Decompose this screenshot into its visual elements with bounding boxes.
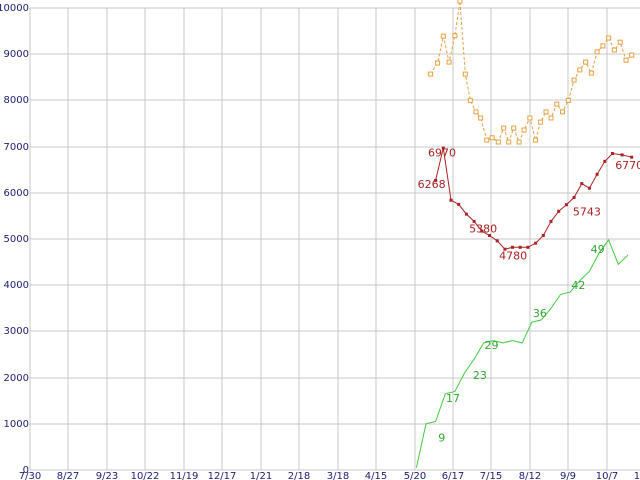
- svg-text:8/12: 8/12: [519, 471, 541, 480]
- value-label: 17: [446, 392, 460, 405]
- svg-text:4/15: 4/15: [365, 471, 387, 480]
- value-label: 9: [438, 431, 445, 444]
- value-label: 6268: [418, 178, 446, 191]
- svg-text:7000: 7000: [4, 142, 29, 153]
- value-label: 23: [473, 369, 487, 382]
- series-lower-count-series: [415, 238, 629, 468]
- series-middle-labeled-series: [434, 146, 634, 251]
- value-label: 36: [533, 307, 547, 320]
- svg-text:8000: 8000: [4, 95, 29, 106]
- svg-text:3/18: 3/18: [327, 471, 349, 480]
- svg-text:11/19: 11/19: [170, 471, 199, 480]
- series-upper-dashed-series: [428, 0, 635, 145]
- value-label: 5380: [469, 223, 497, 236]
- svg-text:2/18: 2/18: [288, 471, 310, 480]
- value-label: 49: [591, 243, 605, 256]
- svg-text:10/7: 10/7: [596, 471, 618, 480]
- svg-text:10000: 10000: [0, 3, 29, 14]
- svg-text:2000: 2000: [4, 373, 29, 384]
- svg-text:9/9: 9/9: [560, 471, 576, 480]
- svg-text:7/15: 7/15: [480, 471, 502, 480]
- svg-text:6000: 6000: [4, 188, 29, 199]
- svg-text:6/17: 6/17: [442, 471, 464, 480]
- svg-text:7/30: 7/30: [19, 471, 41, 480]
- svg-text:5000: 5000: [4, 234, 29, 245]
- svg-text:0: 0: [23, 465, 29, 476]
- svg-text:12/17: 12/17: [208, 471, 237, 480]
- value-label: 5743: [573, 205, 601, 218]
- value-label: 42: [571, 279, 585, 292]
- svg-text:4000: 4000: [4, 280, 29, 291]
- svg-text:1000: 1000: [4, 419, 29, 430]
- svg-text:9/23: 9/23: [96, 471, 118, 480]
- y-axis-labels: 0 1000 2000 3000 4000 5000 6000 7000 8000 9000 100…: [0, 3, 29, 476]
- value-label: 4780: [499, 249, 527, 262]
- svg-text:1/21: 1/21: [250, 471, 272, 480]
- svg-text:11/4: 11/4: [634, 471, 640, 480]
- svg-text:5/20: 5/20: [404, 471, 426, 480]
- value-label: 6770: [615, 159, 640, 172]
- svg-text:10/22: 10/22: [131, 471, 160, 480]
- value-label: 29: [485, 339, 499, 352]
- gridlines: [29, 7, 640, 471]
- x-axis-labels: 7/30 8/27 9/23 10/22 11/19 12/17 1/21 2/18 3/18 4…: [19, 471, 640, 480]
- svg-text:8/27: 8/27: [57, 471, 79, 480]
- svg-text:3000: 3000: [4, 326, 29, 337]
- value-label: 6970: [428, 146, 456, 159]
- svg-text:9000: 9000: [4, 49, 29, 60]
